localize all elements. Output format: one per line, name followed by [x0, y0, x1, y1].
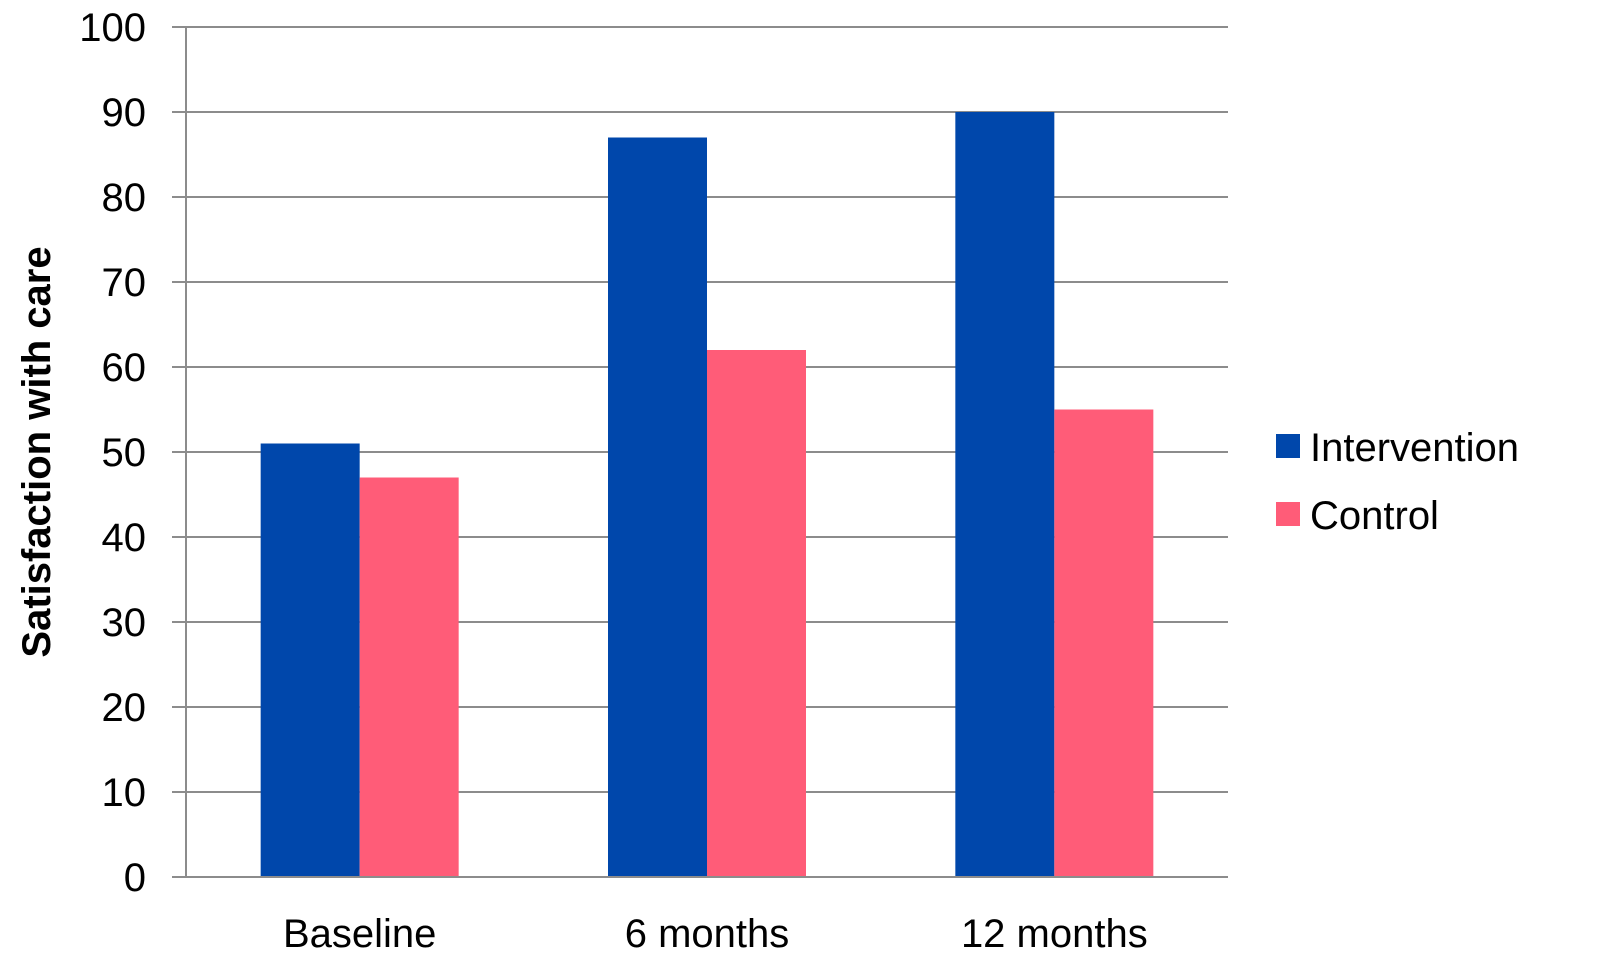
x-tick-label: 12 months — [961, 912, 1148, 956]
y-tick-label: 50 — [102, 431, 147, 475]
axes: 0 10 20 30 40 50 60 70 80 90 100 Baseline 6 months 12… — [79, 6, 1228, 956]
bar-intervention-baseline — [260, 443, 360, 877]
y-tick-label: 60 — [102, 346, 147, 390]
y-tick-label: 20 — [102, 686, 147, 730]
y-tick-label: 40 — [102, 516, 147, 560]
bar-control-12-months — [1054, 409, 1154, 877]
y-tick-label: 80 — [102, 176, 147, 220]
y-axis-label: Satisfaction with care — [15, 246, 59, 657]
legend: Intervention Control — [1276, 426, 1519, 538]
legend-swatch-intervention — [1276, 434, 1300, 458]
bar-control-baseline — [359, 477, 459, 877]
bars — [260, 112, 1154, 877]
y-tick-label: 90 — [102, 91, 147, 135]
x-tick-label: 6 months — [625, 912, 790, 956]
bar-intervention-6-months — [608, 137, 707, 877]
y-tick-label: 10 — [102, 771, 147, 815]
y-tick-label: 70 — [102, 261, 147, 305]
legend-label-intervention: Intervention — [1310, 426, 1519, 470]
x-tick-label: Baseline — [283, 912, 436, 956]
bar-intervention-12-months — [955, 112, 1055, 877]
legend-label-control: Control — [1310, 494, 1439, 538]
y-tick-label: 0 — [124, 856, 146, 900]
y-tick-label: 100 — [79, 6, 146, 50]
bar-control-6-months — [707, 350, 806, 877]
y-tick-label: 30 — [102, 601, 147, 645]
legend-swatch-control — [1276, 502, 1300, 526]
